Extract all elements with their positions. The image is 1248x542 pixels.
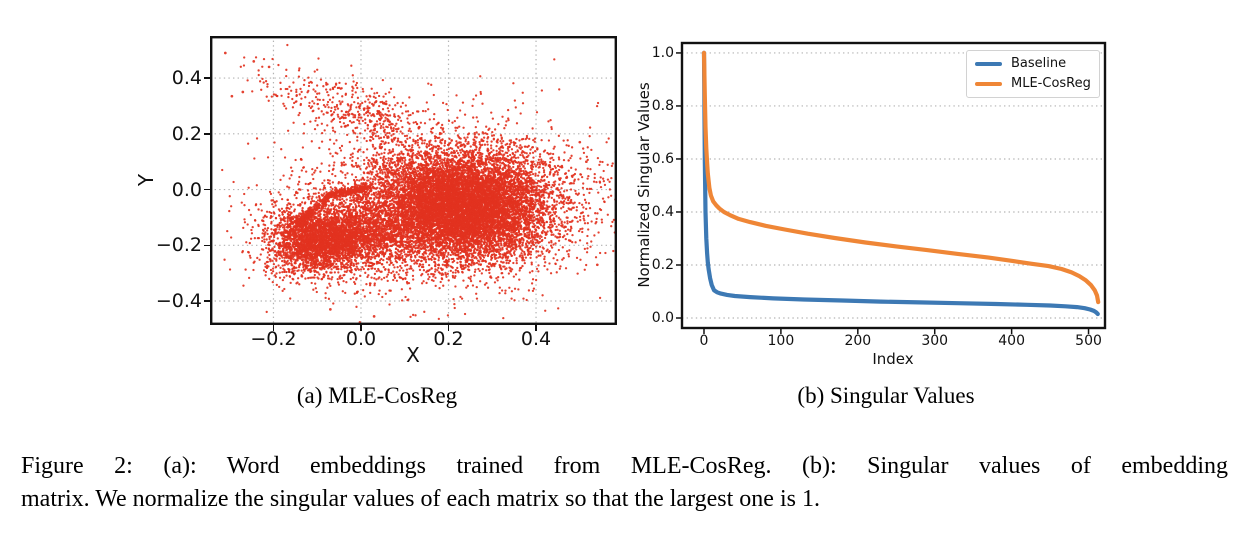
legend-label-baseline: Baseline [1011, 56, 1067, 71]
x-tick-mark [535, 325, 537, 331]
x-tick-label: −0.2 [250, 328, 297, 350]
caption-line-2: matrix. We normalize the singular values… [21, 486, 820, 512]
x-tick-label: 0.4 [520, 328, 552, 350]
x-tick-mark [447, 325, 450, 331]
x-tick-mark [272, 325, 275, 331]
y-tick-mark [204, 244, 210, 247]
x-tick-label: 400 [998, 333, 1025, 349]
legend: Baseline MLE-CosReg [966, 50, 1100, 98]
scatter-x-axis-label: X [406, 343, 420, 367]
baseline-line-swatch [975, 62, 1002, 66]
y-tick-label: 0.0 [171, 178, 202, 201]
scatter-y-axis-label: Y [134, 173, 158, 187]
caption-line-1: Figure 2: (a): Word embeddings trained f… [21, 453, 1228, 479]
y-tick-label: 0.6 [651, 150, 674, 167]
subcaption-a: (a) MLE-CosReg [296, 383, 458, 408]
legend-label-mle-cosreg: MLE-CosReg [1011, 76, 1091, 91]
y-tick-label: 0.2 [171, 122, 202, 145]
legend-item-baseline: Baseline [975, 57, 1091, 71]
subcaption-b: (b) Singular Values [797, 383, 975, 408]
x-tick-label: 200 [844, 333, 872, 349]
y-tick-mark [204, 133, 210, 135]
x-tick-label: 0.0 [345, 328, 377, 350]
x-tick-mark [360, 325, 362, 331]
figure-caption: Figure 2: (a): Word embeddings trained f… [21, 450, 1228, 516]
y-tick-label: 0.8 [651, 97, 674, 114]
y-tick-mark [204, 300, 210, 302]
x-tick-label: 0.2 [433, 328, 464, 350]
y-tick-label: 1.0 [651, 44, 674, 61]
line-x-axis-label: Index [872, 350, 914, 368]
scatter-plot-canvas [210, 36, 617, 325]
mle-cosreg-line-swatch [975, 82, 1002, 86]
x-tick-label: 300 [921, 333, 949, 349]
y-tick-label: 0.4 [651, 203, 674, 220]
x-tick-label: 100 [767, 333, 795, 349]
x-tick-label: 0 [699, 333, 709, 349]
y-tick-mark [204, 77, 210, 79]
legend-item-mle-cosreg: MLE-CosReg [975, 77, 1091, 91]
y-tick-label: 0.4 [171, 67, 202, 90]
x-tick-label: 500 [1075, 333, 1102, 349]
y-tick-mark [204, 188, 210, 191]
line-y-axis-label: Normalized Singular Values [635, 82, 653, 288]
y-tick-label: −0.2 [155, 234, 202, 257]
y-tick-label: 0.0 [651, 310, 674, 326]
y-tick-label: −0.4 [155, 290, 202, 313]
y-tick-label: 0.2 [651, 256, 674, 273]
